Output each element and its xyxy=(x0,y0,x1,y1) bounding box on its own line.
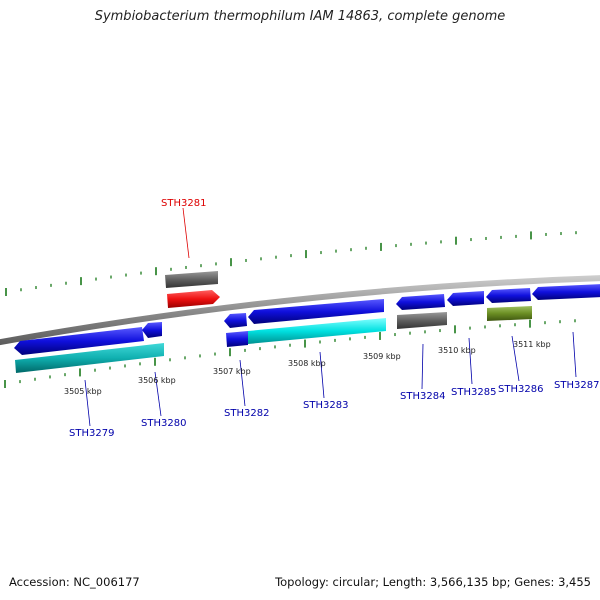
genes-prefix: Genes: xyxy=(514,575,555,589)
accession-prefix: Accession: xyxy=(9,575,70,589)
label-connectors xyxy=(84,331,577,427)
topology-value: circular xyxy=(332,575,376,589)
outer-tick-row xyxy=(5,231,577,296)
kbp-label-3507: 3507 kbp xyxy=(213,367,251,376)
gene-label-sth3286[interactable]: STH3286 xyxy=(498,384,543,395)
gene-label-sth3287[interactable]: STH3287 xyxy=(554,380,599,391)
kbp-label-3510: 3510 kbp xyxy=(438,346,476,355)
gene-sth3279-arrow[interactable] xyxy=(14,327,144,355)
gene-label-sth3279[interactable]: STH3279 xyxy=(69,428,114,439)
gene-sth3284-arrow[interactable] xyxy=(396,294,445,310)
gene-sth3283-arrow[interactable] xyxy=(248,299,384,324)
gene-sth3280-arrow[interactable] xyxy=(142,322,162,338)
gene-sth3282-arrow[interactable] xyxy=(224,313,247,328)
gene-sth3281-arrow[interactable] xyxy=(167,290,220,308)
footer-accession: Accession: NC_006177 xyxy=(9,575,140,589)
gene-sth3286-arrow[interactable] xyxy=(486,288,531,303)
gene-sth3287-arrow[interactable] xyxy=(532,284,600,300)
gene-label-sth3285[interactable]: STH3285 xyxy=(451,387,496,398)
label-connector-sth3281 xyxy=(182,207,190,259)
genes-value: 3,455 xyxy=(558,575,591,589)
length-value: 3,566,135 bp xyxy=(429,575,507,589)
kbp-label-3505: 3505 kbp xyxy=(64,387,102,396)
kbp-label-3511: 3511 kbp xyxy=(513,340,551,349)
kbp-label-3509: 3509 kbp xyxy=(363,352,401,361)
gene-sth3286-feature[interactable] xyxy=(487,306,532,321)
gene-sth3285-arrow[interactable] xyxy=(447,291,484,306)
accession-value: NC_006177 xyxy=(73,575,140,589)
genome-backbone xyxy=(0,275,600,346)
topology-prefix: Topology: xyxy=(275,575,329,589)
gene-sth3284-feature[interactable] xyxy=(397,312,447,329)
footer-genome-info: Topology: circular; Length: 3,566,135 bp… xyxy=(275,575,591,589)
page-title: Symbiobacterium thermophilum IAM 14863, … xyxy=(94,9,506,24)
gene-label-sth3282[interactable]: STH3282 xyxy=(224,408,269,419)
kbp-label-3506: 3506 kbp xyxy=(138,376,176,385)
gene-label-sth3281[interactable]: STH3281 xyxy=(161,198,206,209)
gene-sth3281-feature[interactable] xyxy=(165,271,218,288)
gene-sth3279-feature[interactable] xyxy=(15,343,164,373)
gene-label-sth3280[interactable]: STH3280 xyxy=(141,418,186,429)
gene-sth3282-feature[interactable] xyxy=(226,331,248,347)
gene-label-sth3284[interactable]: STH3284 xyxy=(400,391,445,402)
kbp-label-3508: 3508 kbp xyxy=(288,359,326,368)
length-prefix: Length: xyxy=(382,575,427,589)
inner-tick-row xyxy=(4,319,576,388)
gene-label-sth3283[interactable]: STH3283 xyxy=(303,400,348,411)
gene-sth3283-feature[interactable] xyxy=(248,318,386,344)
